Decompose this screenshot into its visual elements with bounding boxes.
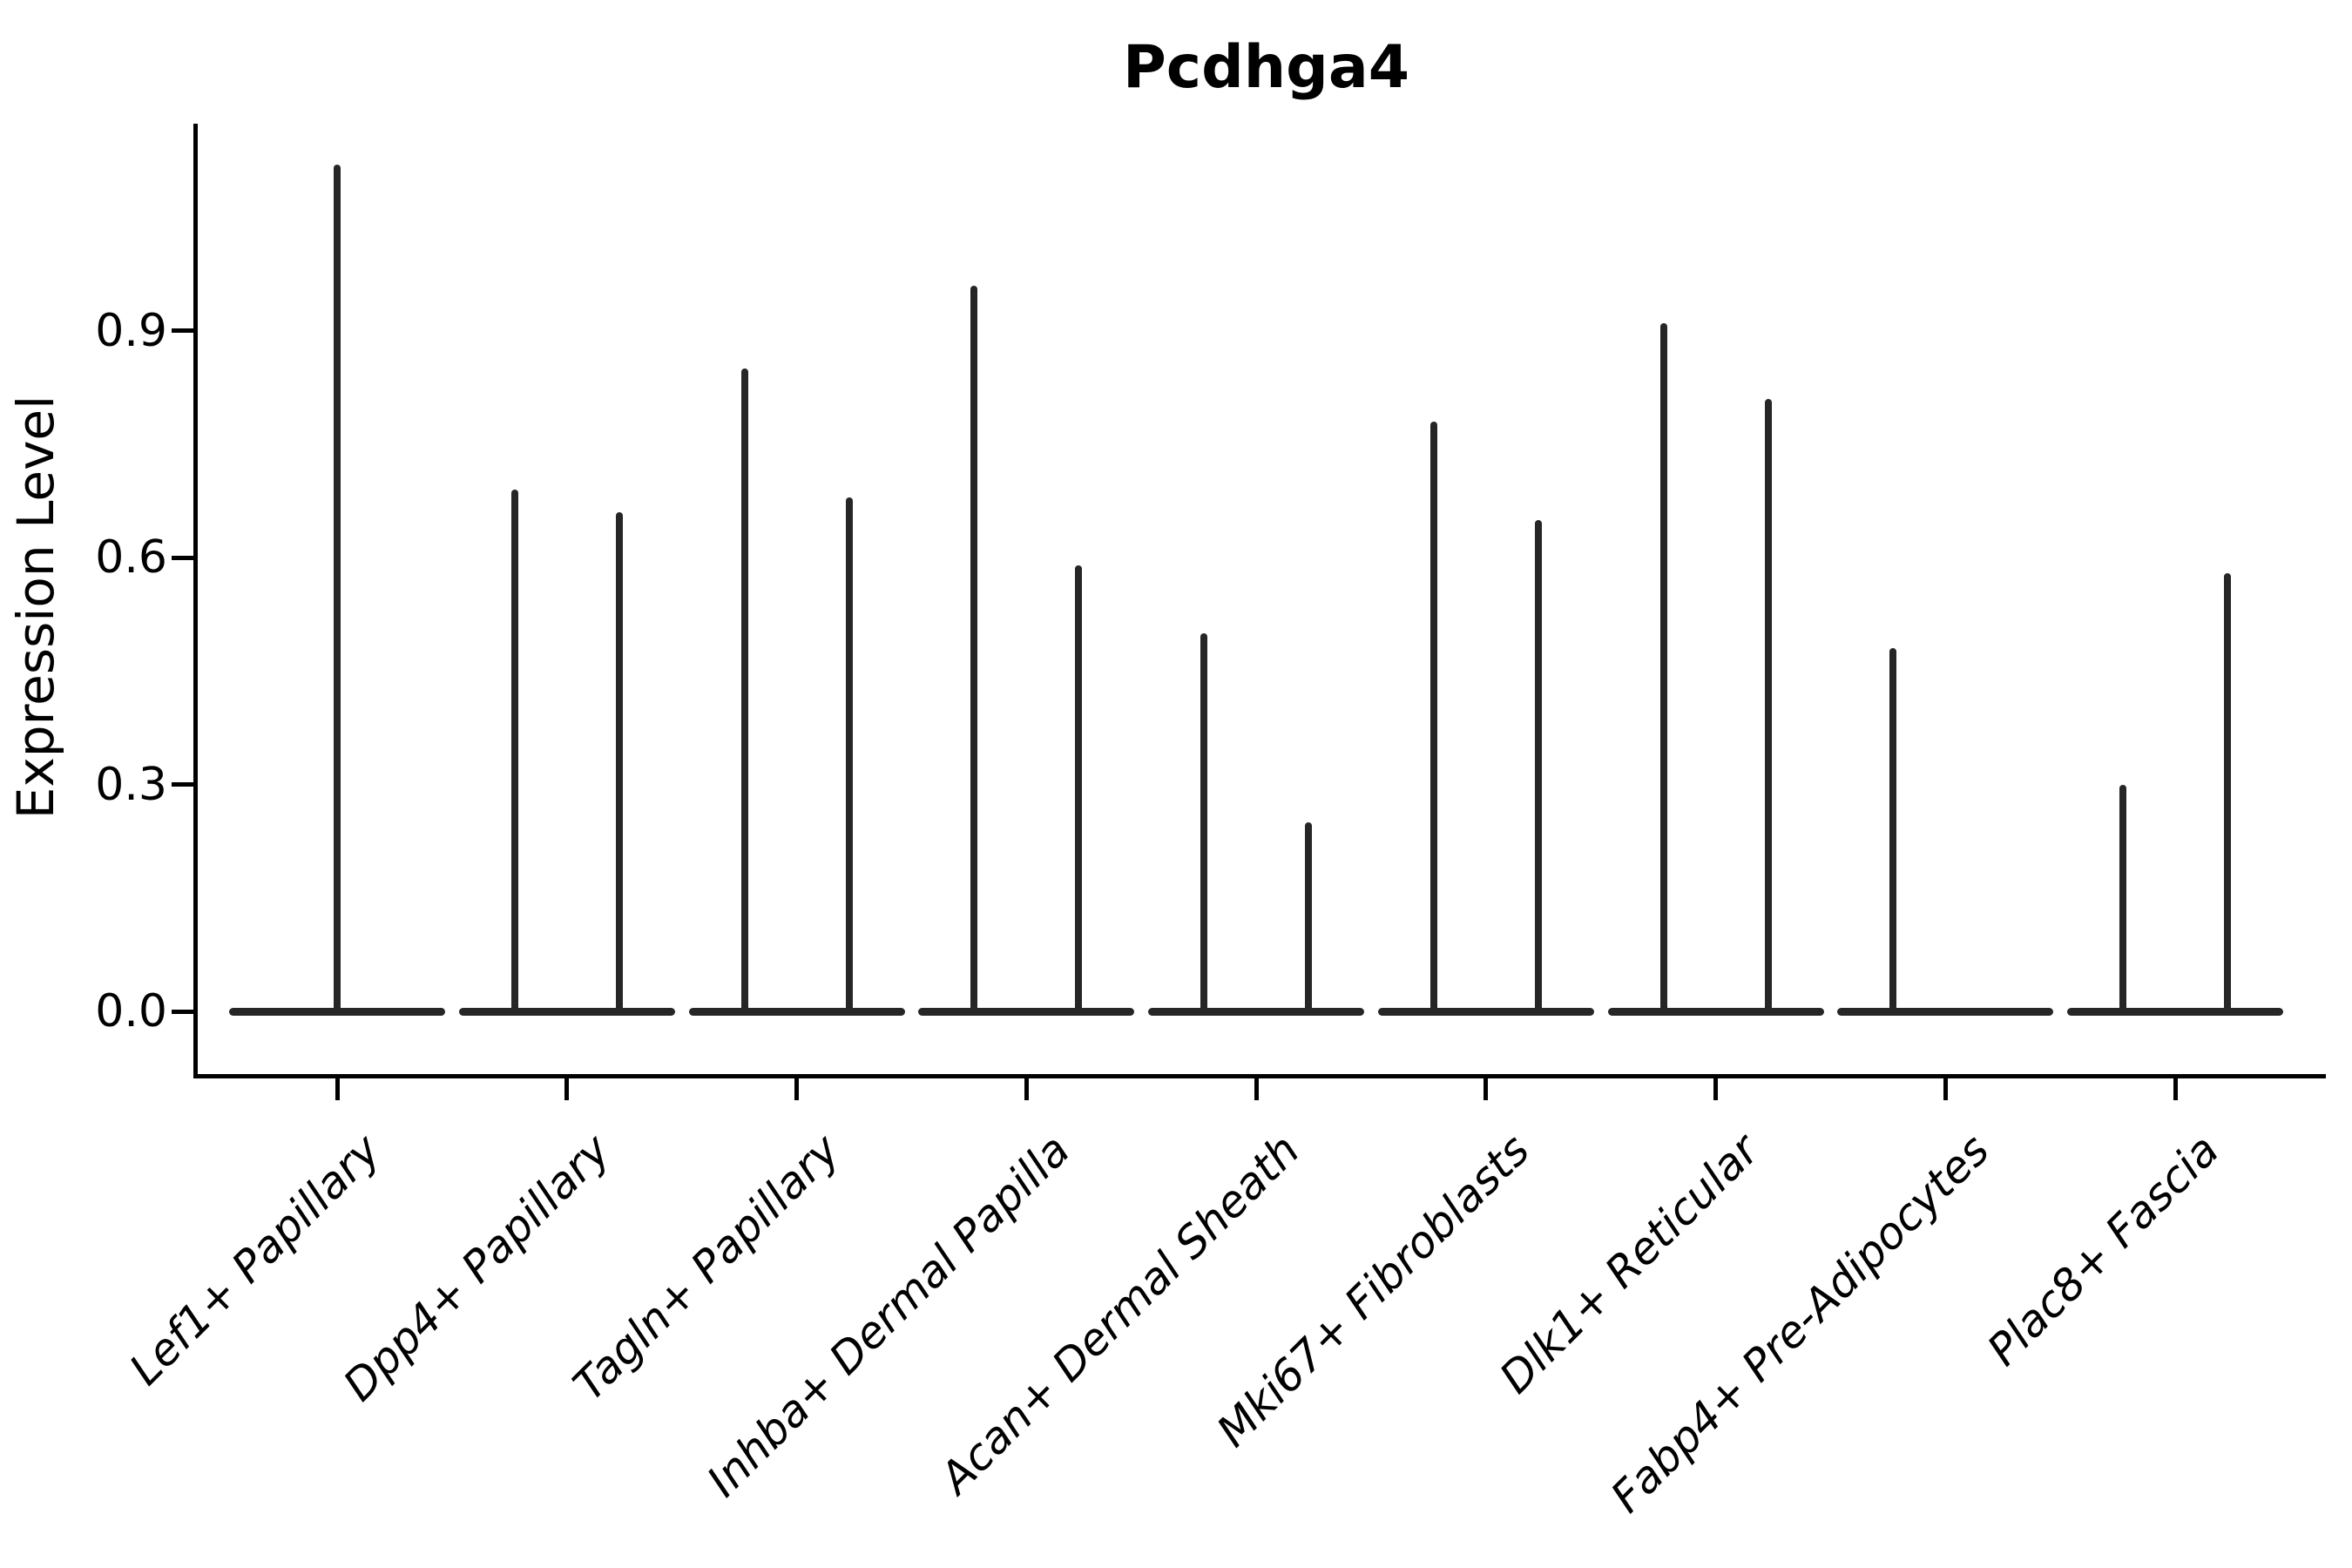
x-axis-spine bbox=[193, 1074, 2326, 1078]
violin-spike bbox=[1534, 519, 1542, 1013]
violin-spike bbox=[1075, 564, 1083, 1013]
violin-base bbox=[1377, 1008, 1594, 1016]
x-tick-mark bbox=[564, 1078, 570, 1100]
violin-spike bbox=[334, 164, 341, 1013]
x-tick-mark bbox=[1024, 1078, 1029, 1100]
y-tick-mark bbox=[172, 555, 193, 560]
x-tick-mark bbox=[1943, 1078, 1948, 1100]
x-tick-mark bbox=[1713, 1078, 1718, 1100]
y-tick-label: 0.0 bbox=[95, 985, 167, 1037]
x-tick-label: Fabp4+ Pre-Adipocytes bbox=[1600, 1125, 1999, 1523]
x-tick-mark bbox=[2173, 1078, 2178, 1100]
violin-spike bbox=[1889, 648, 1897, 1013]
violin-spike bbox=[615, 512, 623, 1013]
violin-spike bbox=[1764, 398, 1772, 1013]
violin-base bbox=[1607, 1008, 1824, 1016]
violin-base bbox=[2067, 1008, 2283, 1016]
violin-spike bbox=[1429, 421, 1437, 1013]
chart-title: Pcdhga4 bbox=[1122, 33, 1410, 102]
y-tick-label: 0.9 bbox=[95, 304, 167, 357]
y-tick-label: 0.3 bbox=[95, 758, 167, 811]
y-tick-label: 0.6 bbox=[95, 531, 167, 585]
violin-spike bbox=[970, 285, 978, 1013]
y-axis-spine bbox=[193, 124, 198, 1078]
violin-spike bbox=[2224, 572, 2231, 1013]
y-tick-mark bbox=[172, 328, 193, 334]
x-tick-mark bbox=[1254, 1078, 1259, 1100]
violin-spike bbox=[1305, 822, 1312, 1013]
violin-base bbox=[1837, 1008, 2054, 1016]
x-tick-mark bbox=[794, 1078, 799, 1100]
x-tick-mark bbox=[335, 1078, 340, 1100]
violin-spike bbox=[1200, 633, 1207, 1013]
violin-spike bbox=[510, 490, 518, 1013]
violin-spike bbox=[845, 497, 853, 1013]
violin-base bbox=[1148, 1008, 1364, 1016]
x-tick-mark bbox=[1484, 1078, 1489, 1100]
x-tick-label: Plac8+ Fascia bbox=[1977, 1125, 2229, 1375]
y-tick-mark bbox=[172, 1009, 193, 1014]
y-axis-label: Expression Level bbox=[6, 395, 65, 820]
violin-spike bbox=[740, 368, 748, 1013]
y-tick-mark bbox=[172, 782, 193, 787]
violin-base bbox=[688, 1008, 905, 1016]
violin-base bbox=[918, 1008, 1135, 1016]
x-tick-label: Lef1+ Papillary bbox=[119, 1125, 391, 1396]
violin-base bbox=[458, 1008, 675, 1016]
violin-spike bbox=[1659, 323, 1667, 1013]
violin-spike bbox=[2119, 784, 2126, 1013]
